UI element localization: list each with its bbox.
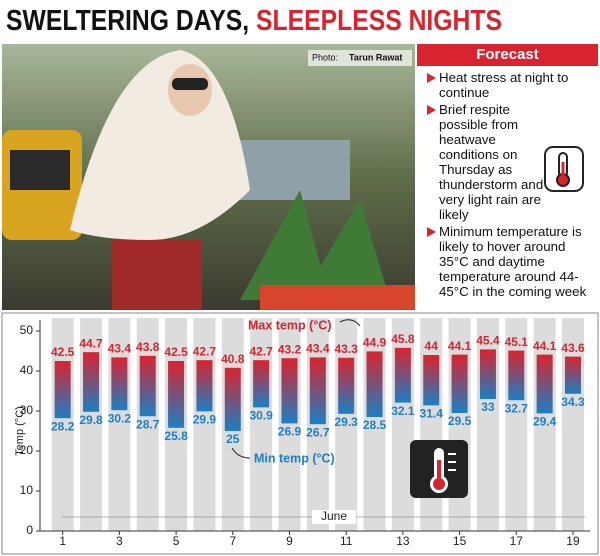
min-label: 34.3 xyxy=(561,395,585,409)
legend-min: Min temp (°C) xyxy=(254,451,335,465)
max-label: 42.7 xyxy=(193,344,217,358)
range-bar xyxy=(479,349,496,399)
max-label: 40.8 xyxy=(221,352,245,366)
min-label: 29.8 xyxy=(79,413,103,427)
max-label: 42.7 xyxy=(249,344,273,358)
forecast-list: Heat stress at night to continue Brief re… xyxy=(417,70,598,299)
x-tick-label: 3 xyxy=(116,534,123,548)
min-label: 30.9 xyxy=(249,409,273,423)
title-part: SLEEPLESS NIGHTS xyxy=(256,5,502,37)
range-bar xyxy=(224,367,241,431)
y-tick-label: 50 xyxy=(20,323,34,337)
thermometer-icon xyxy=(410,440,468,498)
max-label: 43.8 xyxy=(136,340,160,354)
max-label: 43.2 xyxy=(278,342,302,356)
range-bar xyxy=(451,354,468,413)
x-tick-label: 9 xyxy=(286,534,293,548)
photo: Photo: Tarun Rawat xyxy=(2,44,415,310)
range-bar xyxy=(309,357,326,425)
range-bar xyxy=(394,347,411,403)
legend-max: Max temp (°C) xyxy=(248,318,331,332)
max-label: 43.4 xyxy=(306,342,330,356)
photo-credit-label: Photo: xyxy=(312,52,338,62)
range-bar xyxy=(423,355,440,406)
min-label: 33 xyxy=(481,400,495,414)
max-label: 44.1 xyxy=(448,339,472,353)
range-bar xyxy=(111,357,128,411)
max-label: 44 xyxy=(425,339,439,353)
y-tick-label: 0 xyxy=(26,523,33,537)
x-tick-label: 1 xyxy=(59,534,66,548)
max-label: 42.5 xyxy=(51,345,75,359)
range-bar xyxy=(168,361,185,428)
min-label: 29.5 xyxy=(448,414,472,428)
forecast-item: Heat stress at night to continue xyxy=(427,70,594,100)
range-bar xyxy=(366,351,383,417)
max-label: 44.1 xyxy=(533,339,557,353)
column-band xyxy=(505,318,528,531)
min-label: 25.8 xyxy=(164,429,188,443)
x-tick-label: 5 xyxy=(173,534,180,548)
forecast-item: Minimum temperature is likely to hover a… xyxy=(427,224,594,299)
title-part: SWELTERING DAYS, xyxy=(6,5,249,37)
max-label: 43.6 xyxy=(561,341,585,355)
max-label: 45.1 xyxy=(505,335,529,349)
range-bar xyxy=(536,354,553,414)
min-label: 29.9 xyxy=(193,413,217,427)
min-label: 28.2 xyxy=(51,419,75,433)
range-bar xyxy=(508,350,525,401)
range-bar xyxy=(338,357,355,414)
range-bar xyxy=(564,356,581,394)
y-tick-label: 40 xyxy=(20,363,34,377)
x-tick-label: 19 xyxy=(566,534,580,548)
range-bar xyxy=(83,352,100,412)
y-tick-label: 30 xyxy=(20,403,34,417)
y-tick-label: 10 xyxy=(20,483,34,497)
max-label: 43.3 xyxy=(335,342,359,356)
y-label: Temp (°C) xyxy=(14,406,26,456)
range-bar xyxy=(253,360,270,408)
min-label: 26.7 xyxy=(306,425,330,439)
x-label: June xyxy=(321,509,347,523)
max-label: 42.5 xyxy=(164,345,188,359)
thermometer-icon xyxy=(544,146,584,192)
min-label: 29.4 xyxy=(533,415,557,429)
min-label: 28.5 xyxy=(363,418,387,432)
max-label: 44.9 xyxy=(363,336,387,350)
range-bar xyxy=(54,361,71,419)
range-bar xyxy=(139,355,156,417)
range-bar xyxy=(196,360,213,412)
min-label: 28.7 xyxy=(136,417,160,431)
legend-arrow xyxy=(339,319,361,327)
x-tick-label: 7 xyxy=(229,534,236,548)
min-label: 32.7 xyxy=(505,401,529,415)
x-label-bg xyxy=(312,510,356,524)
x-tick-label: 17 xyxy=(510,534,524,548)
legend-arrow xyxy=(231,447,251,459)
max-label: 44.7 xyxy=(79,336,103,350)
max-label: 43.4 xyxy=(108,342,132,356)
forecast-title: Forecast xyxy=(417,44,598,66)
range-bar xyxy=(281,358,298,424)
x-tick-label: 11 xyxy=(340,534,353,548)
min-label: 31.4 xyxy=(420,407,444,421)
x-tick-label: 15 xyxy=(453,534,467,548)
max-label: 45.4 xyxy=(476,334,500,348)
min-label: 26.9 xyxy=(278,425,302,439)
max-label: 45.8 xyxy=(391,332,415,346)
forecast-panel: Forecast Heat stress at night to continu… xyxy=(417,44,598,310)
y-tick-label: 20 xyxy=(20,443,34,457)
min-label: 25 xyxy=(226,432,240,446)
x-tick-label: 13 xyxy=(396,534,410,548)
forecast-item: Brief respite possible from heatwave con… xyxy=(427,102,594,222)
title: SWELTERING DAYS, SLEEPLESS NIGHTS xyxy=(6,5,502,37)
min-label: 29.3 xyxy=(335,415,359,429)
min-label: 32.1 xyxy=(391,404,415,418)
photo-credit-name: Tarun Rawat xyxy=(349,52,402,62)
min-label: 30.2 xyxy=(108,411,132,425)
